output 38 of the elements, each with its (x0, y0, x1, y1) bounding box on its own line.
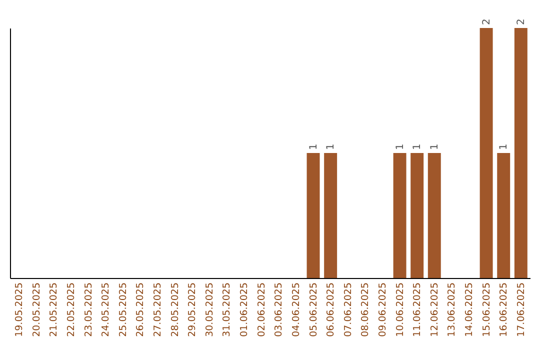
x-tick-label: 04.06.2025 (290, 282, 302, 337)
data-label: 1 (326, 144, 337, 150)
x-tick-label: 06.06.2025 (326, 282, 337, 337)
data-label: 1 (429, 144, 440, 150)
data-label: 2 (481, 18, 492, 25)
x-tick-label: 25.05.2025 (118, 282, 129, 337)
x-tick-label: 01.06.2025 (239, 282, 250, 337)
data-label: 1 (394, 144, 406, 150)
x-tick-label: 21.05.2025 (48, 282, 60, 337)
x-tick-label: 07.06.2025 (342, 282, 354, 337)
x-tick-label: 08.06.2025 (360, 282, 372, 337)
data-label: 1 (498, 144, 510, 150)
x-tick-label: 10.06.2025 (394, 282, 406, 337)
x-tick-label: 27.05.2025 (152, 282, 164, 337)
x-tick-label: 15.06.2025 (481, 282, 492, 337)
x-tick-label: 13.06.2025 (446, 282, 458, 337)
x-tick-label: 14.06.2025 (464, 282, 475, 337)
x-tick-label: 03.06.2025 (274, 282, 285, 337)
data-label: 2 (516, 18, 527, 25)
x-tick-label: 22.05.2025 (66, 282, 77, 337)
x-tick-label: 19.05.2025 (14, 282, 26, 337)
data-label: 1 (308, 144, 320, 150)
x-tick-label: 20.05.2025 (31, 282, 42, 337)
x-tick-label: 29.05.2025 (187, 282, 198, 337)
x-tick-label: 30.05.2025 (204, 282, 216, 337)
x-tick-label: 28.05.2025 (170, 282, 181, 337)
data-label: 1 (412, 144, 424, 150)
x-tick-label: 12.06.2025 (429, 282, 440, 337)
x-tick-label: 05.06.2025 (308, 282, 320, 337)
x-tick-label: 17.06.2025 (516, 282, 527, 337)
x-tick-label: 24.05.2025 (100, 282, 112, 337)
x-tick-label: 31.05.2025 (222, 282, 233, 337)
x-tick-label: 16.06.2025 (498, 282, 510, 337)
x-tick-label: 23.05.2025 (83, 282, 94, 337)
x-tick-label: 09.06.2025 (377, 282, 388, 337)
x-tick-label: 26.05.2025 (135, 282, 146, 337)
x-tick-label: 11.06.2025 (412, 282, 424, 337)
x-tick-label: 02.06.2025 (256, 282, 268, 337)
